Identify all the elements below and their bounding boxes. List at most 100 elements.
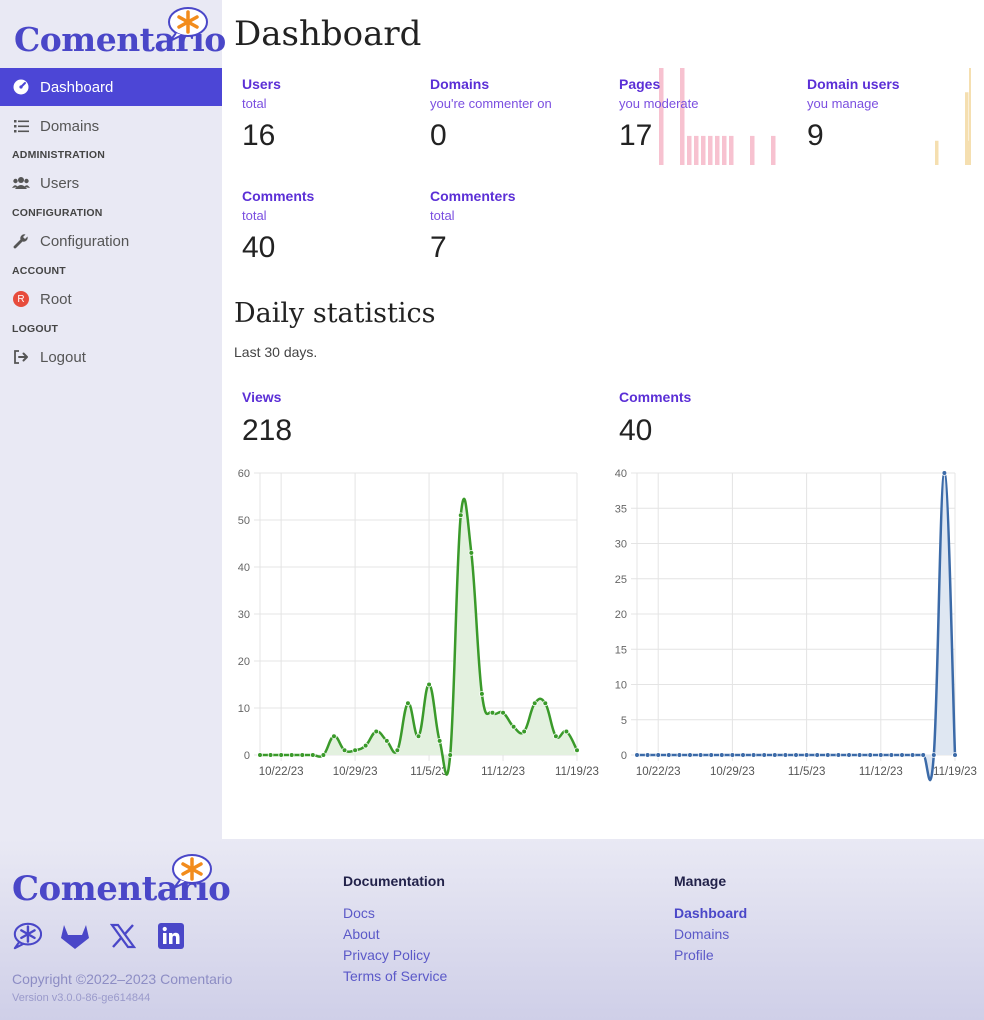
sidebar-item-configuration[interactable]: Configuration <box>0 222 222 260</box>
y-tick-label: 60 <box>238 468 250 480</box>
spark-bar <box>708 135 713 165</box>
data-point[interactable] <box>666 752 672 758</box>
stat-value: 40 <box>242 231 276 264</box>
footer-link-terms[interactable]: Terms of Service <box>343 968 448 984</box>
comentario-icon[interactable] <box>12 921 42 951</box>
sidebar-item-dashboard[interactable]: Dashboard <box>0 68 222 106</box>
footer-link-dashboard[interactable]: Dashboard <box>674 905 748 921</box>
data-point[interactable] <box>278 752 284 758</box>
data-point[interactable] <box>257 752 263 758</box>
y-tick-label: 10 <box>615 680 627 692</box>
data-point[interactable] <box>394 747 401 754</box>
nav-section-account: ACCOUNT <box>12 265 66 277</box>
x-twitter-icon[interactable] <box>108 921 138 951</box>
spark-bar <box>687 135 692 165</box>
data-point[interactable] <box>719 752 725 758</box>
footer-manage: Manage Dashboard Domains Profile <box>674 873 747 966</box>
linkedin-icon[interactable] <box>156 921 186 951</box>
data-point[interactable] <box>553 733 559 740</box>
nav-section-logout: LOGOUT <box>12 323 59 335</box>
data-point[interactable] <box>320 752 327 758</box>
data-point[interactable] <box>341 747 348 754</box>
data-point[interactable] <box>521 728 527 735</box>
data-point[interactable] <box>288 752 295 758</box>
data-point[interactable] <box>468 550 475 556</box>
data-point[interactable] <box>782 752 789 758</box>
spark-bar <box>935 140 939 165</box>
data-point[interactable] <box>310 752 316 758</box>
stat-label: Pages <box>619 76 661 92</box>
data-point[interactable] <box>708 752 714 758</box>
data-point[interactable] <box>687 752 693 758</box>
data-point[interactable] <box>299 752 306 758</box>
logo[interactable]: Comentario <box>14 6 226 62</box>
views-chart-label: Views <box>242 389 282 405</box>
footer-heading: Manage <box>674 873 727 889</box>
data-point[interactable] <box>574 747 580 754</box>
data-point[interactable] <box>772 752 778 758</box>
data-point[interactable] <box>856 752 863 758</box>
data-point[interactable] <box>729 752 736 758</box>
data-point[interactable] <box>941 470 948 476</box>
data-point[interactable] <box>531 700 538 707</box>
data-point[interactable] <box>846 752 852 758</box>
stat-label: Commenters <box>430 188 516 204</box>
data-point[interactable] <box>676 752 683 758</box>
data-point[interactable] <box>644 752 651 758</box>
data-point[interactable] <box>352 747 358 754</box>
data-point[interactable] <box>697 752 704 758</box>
data-point[interactable] <box>405 700 411 707</box>
sidebar-item-users[interactable]: Users <box>0 164 222 202</box>
data-point[interactable] <box>563 728 570 735</box>
data-point[interactable] <box>362 742 369 749</box>
data-point[interactable] <box>436 738 443 744</box>
data-point[interactable] <box>489 709 496 716</box>
data-point[interactable] <box>740 752 746 758</box>
data-point[interactable] <box>384 738 390 744</box>
data-point[interactable] <box>267 752 274 758</box>
data-point[interactable] <box>500 709 506 716</box>
footer-link-docs[interactable]: Docs <box>343 905 375 921</box>
data-point[interactable] <box>426 681 432 688</box>
data-point[interactable] <box>447 752 454 758</box>
sidebar-item-root[interactable]: R Root <box>0 280 222 318</box>
data-point[interactable] <box>415 733 422 740</box>
data-point[interactable] <box>835 752 842 758</box>
sidebar-item-logout[interactable]: Logout <box>0 338 222 376</box>
data-point[interactable] <box>457 512 464 519</box>
data-point[interactable] <box>510 723 517 730</box>
data-point[interactable] <box>877 752 884 758</box>
data-point[interactable] <box>373 728 380 735</box>
data-point[interactable] <box>793 752 799 758</box>
x-tick-label: 11/19/23 <box>555 766 599 778</box>
data-point[interactable] <box>920 752 927 758</box>
data-point[interactable] <box>479 691 485 697</box>
footer-link-profile[interactable]: Profile <box>674 947 714 963</box>
data-point[interactable] <box>867 752 874 758</box>
footer-link-privacy[interactable]: Privacy Policy <box>343 947 431 963</box>
data-point[interactable] <box>909 752 916 758</box>
data-point[interactable] <box>952 752 958 758</box>
data-point[interactable] <box>814 752 821 758</box>
stat-sub: total <box>242 96 267 111</box>
footer-link-about[interactable]: About <box>343 926 380 942</box>
data-point[interactable] <box>803 752 810 758</box>
y-tick-label: 30 <box>238 609 250 621</box>
data-point[interactable] <box>331 733 337 740</box>
spark-bar <box>965 92 969 165</box>
footer-link-domains[interactable]: Domains <box>674 926 730 942</box>
data-point[interactable] <box>899 752 905 758</box>
gitlab-icon[interactable] <box>60 921 90 951</box>
data-point[interactable] <box>634 752 640 758</box>
data-point[interactable] <box>750 752 757 758</box>
sidebar-item-domains[interactable]: Domains <box>0 107 222 145</box>
data-point[interactable] <box>761 752 768 758</box>
spark-bar <box>715 135 720 165</box>
data-point[interactable] <box>542 700 549 707</box>
footer-logo[interactable]: Comentario <box>12 854 231 909</box>
data-point[interactable] <box>825 752 831 758</box>
views-chart: 0 10 20 30 40 50 60 10/22/23 10/29/23 11/5/23 11/1… <box>238 468 599 778</box>
data-point[interactable] <box>930 752 937 758</box>
data-point[interactable] <box>655 752 661 758</box>
data-point[interactable] <box>888 752 895 758</box>
